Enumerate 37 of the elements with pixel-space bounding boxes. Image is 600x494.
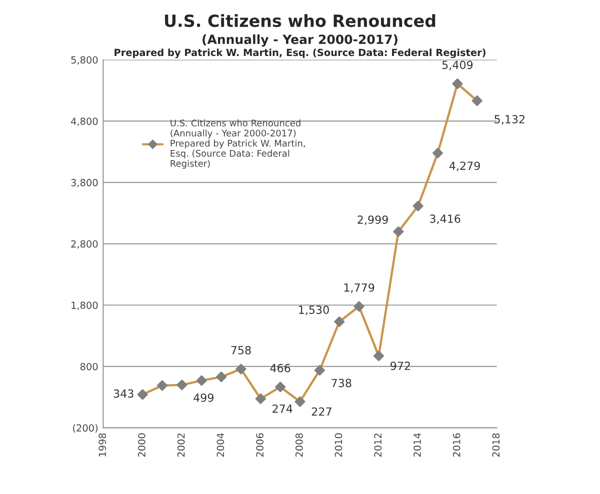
x-tick-label: 2006 xyxy=(256,433,264,457)
data-label: 4,279 xyxy=(449,162,480,172)
y-tick-label: 4,800 xyxy=(70,118,98,126)
chart-subtitle: (Annually - Year 2000-2017) xyxy=(202,34,398,47)
x-tick-label: 2010 xyxy=(334,433,342,457)
y-tick-label: 2,800 xyxy=(71,240,98,249)
y-tick-label: 3,800 xyxy=(71,178,98,188)
data-label: 738 xyxy=(332,378,352,388)
data-label: 227 xyxy=(312,407,332,416)
chart-title: U.S. Citizens who Renounced xyxy=(165,14,436,28)
x-tick-label: 2018 xyxy=(492,433,500,457)
x-tick-label: 2004 xyxy=(216,433,224,457)
data-label: 758 xyxy=(231,346,251,354)
x-tick-label: 2014 xyxy=(414,433,421,457)
x-tick-label: 1998 xyxy=(98,433,106,456)
data-label: 2,999 xyxy=(358,215,388,226)
data-label: 972 xyxy=(390,362,410,370)
x-tick-label: 2008 xyxy=(295,433,303,457)
y-tick-label: 1,800 xyxy=(72,302,98,310)
data-label: 274 xyxy=(272,404,292,413)
y-tick-label: 5,800 xyxy=(71,56,98,65)
legend-label: U.S. Citizens who Renounced (Annually - Year 2000-2017) Prepared by Patrick W. Martin, Esq. (Source Data: Federal Register) xyxy=(170,119,305,169)
x-tick-label: 2002 xyxy=(177,434,185,457)
x-tick-label: 2016 xyxy=(452,433,460,457)
data-label: 1,530 xyxy=(299,306,329,316)
data-label: 499 xyxy=(194,393,214,402)
data-label: 5,409 xyxy=(442,60,473,70)
y-tick-label: 800 xyxy=(80,362,98,370)
data-label: 3,416 xyxy=(430,214,460,224)
data-label: 466 xyxy=(270,364,290,372)
x-tick-label: 2012 xyxy=(374,434,382,457)
y-tick-label: (200) xyxy=(73,424,98,433)
text: Prepared by Patrick W. Martin, Esq. (Source Data: Federal Register) xyxy=(114,48,486,58)
data-label: 1,779 xyxy=(344,283,374,293)
data-label: 5,132 xyxy=(494,115,524,125)
x-tick-label: 2000 xyxy=(138,433,146,457)
data-label: 343 xyxy=(114,389,134,398)
